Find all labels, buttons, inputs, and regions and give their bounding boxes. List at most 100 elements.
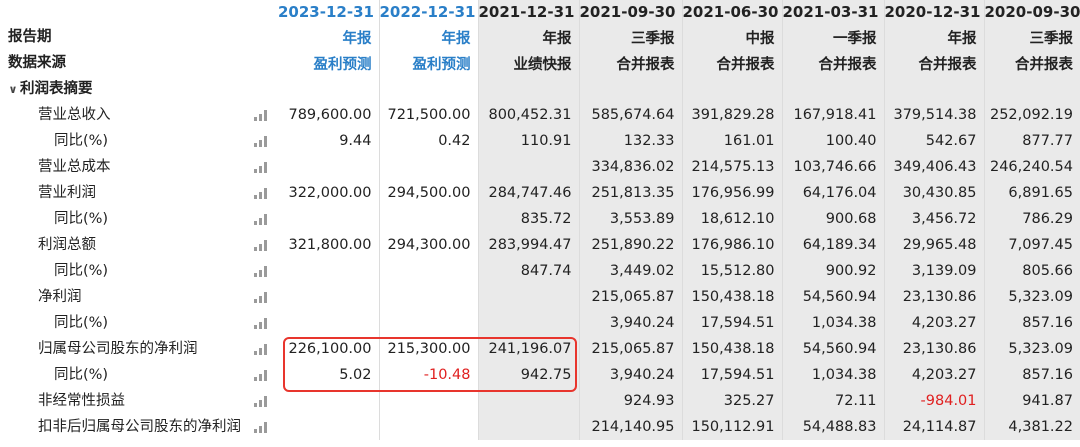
data-source-cell: 合并报表 <box>682 50 783 76</box>
value-cell: 64,176.04 <box>782 180 885 206</box>
value-cell: 100.40 <box>782 128 885 154</box>
value-cell: 7,097.45 <box>984 232 1080 258</box>
bar-chart-icon[interactable] <box>254 240 267 251</box>
row-label: 营业总收入 <box>38 107 111 123</box>
bar-chart-icon[interactable] <box>254 344 267 355</box>
bar-chart-icon[interactable] <box>254 318 267 329</box>
value-cell: 3,449.02 <box>579 258 683 284</box>
table-row: 扣非后归属母公司股东的净利润 214,140.95 150,112.91 54,488… <box>0 414 1080 440</box>
value-cell: 251,890.22 <box>579 232 683 258</box>
chevron-down-icon[interactable]: ∨ <box>8 83 18 96</box>
value-cell: 215,065.87 <box>579 284 683 310</box>
value-cell: 54,560.94 <box>782 336 885 362</box>
value-cell: 294,500.00 <box>379 180 479 206</box>
table-row: 营业利润 322,000.00 294,500.00 284,747.46 251,81… <box>0 180 1080 206</box>
value-cell: 835.72 <box>478 206 580 232</box>
data-source-cell: 合并报表 <box>984 50 1080 76</box>
row-label: 同比(%) <box>54 367 109 383</box>
value-cell: 6,891.65 <box>984 180 1080 206</box>
value-cell: 942.75 <box>478 362 580 388</box>
value-cell: 252,092.19 <box>984 102 1080 128</box>
table-row: 同比(%) 5.02 -10.48 942.75 3,940.24 17,594.51 1,… <box>0 362 1080 388</box>
header-row-dates: 2023-12-31 2022-12-31 2021-12-31 2021-09-30… <box>0 0 1080 24</box>
table-row: 同比(%) 835.72 3,553.89 18,612.10 900.68 3,456.… <box>0 206 1080 232</box>
value-cell: 4,203.27 <box>884 362 985 388</box>
value-cell: 18,612.10 <box>682 206 783 232</box>
value-cell: 349,406.43 <box>884 154 985 180</box>
bar-chart-icon[interactable] <box>254 292 267 303</box>
table-row: 净利润 215,065.87 150,438.18 54,560.94 23,130.8… <box>0 284 1080 310</box>
row-12-label-cell: 扣非后归属母公司股东的净利润 <box>0 414 278 440</box>
report-type-cell: 中报 <box>682 24 783 50</box>
header-row-type: 报告期 年报 年报 年报 三季报 中报 一季报 年报 三季报 <box>0 24 1080 50</box>
row-9-label-cell: 归属母公司股东的净利润 <box>0 336 278 362</box>
row-label: 同比(%) <box>54 133 109 149</box>
row-label: 净利润 <box>38 289 82 305</box>
value-cell: 72.11 <box>782 388 885 414</box>
bar-chart-icon[interactable] <box>254 214 267 225</box>
bar-chart-icon[interactable] <box>254 370 267 381</box>
row-2-label-cell: 营业总成本 <box>0 154 278 180</box>
period-date-header[interactable]: 2020-12-31 <box>884 0 985 24</box>
bar-chart-icon[interactable] <box>254 110 267 121</box>
value-cell: 542.67 <box>884 128 985 154</box>
value-cell: 0.42 <box>379 128 479 154</box>
period-label-cell: 报告期 <box>0 24 278 50</box>
table-row: 非经常性损益 924.93 325.27 72.11 -984.01 941.87 <box>0 388 1080 414</box>
row-label: 利润总额 <box>38 237 96 253</box>
row-label: 同比(%) <box>54 211 109 227</box>
section-empty-cell <box>379 76 479 102</box>
value-cell: 5,323.09 <box>984 284 1080 310</box>
header-corner-label-cell <box>0 0 278 24</box>
value-cell: 214,140.95 <box>579 414 683 440</box>
value-cell <box>379 388 479 414</box>
value-cell: 251,813.35 <box>579 180 683 206</box>
period-date-header[interactable]: 2021-06-30 <box>682 0 783 24</box>
value-cell: -984.01 <box>884 388 985 414</box>
table-row: 同比(%) 3,940.24 17,594.51 1,034.38 4,203.27 85… <box>0 310 1080 336</box>
value-cell <box>379 206 479 232</box>
value-cell <box>379 154 479 180</box>
value-cell: 246,240.54 <box>984 154 1080 180</box>
value-cell: 5.02 <box>278 362 380 388</box>
section-row[interactable]: ∨ 利润表摘要 <box>0 76 1080 102</box>
value-cell: 585,674.64 <box>579 102 683 128</box>
value-cell <box>478 414 580 440</box>
report-type-cell: 三季报 <box>579 24 683 50</box>
report-type-cell: 年报 <box>379 24 479 50</box>
value-cell: 3,553.89 <box>579 206 683 232</box>
period-date-header[interactable]: 2022-12-31 <box>379 0 479 24</box>
bar-chart-icon[interactable] <box>254 266 267 277</box>
section-empty-cell <box>682 76 783 102</box>
period-date-header[interactable]: 2020-09-30 <box>984 0 1080 24</box>
row-label: 同比(%) <box>54 315 109 331</box>
value-cell <box>278 388 380 414</box>
value-cell: 161.01 <box>682 128 783 154</box>
section-toggle[interactable]: ∨ 利润表摘要 <box>6 76 93 102</box>
bar-chart-icon[interactable] <box>254 188 267 199</box>
value-cell: 721,500.00 <box>379 102 479 128</box>
period-date-header[interactable]: 2023-12-31 <box>278 0 380 24</box>
bar-chart-icon[interactable] <box>254 422 267 433</box>
value-cell: 334,836.02 <box>579 154 683 180</box>
period-date-header[interactable]: 2021-03-31 <box>782 0 885 24</box>
value-cell <box>478 154 580 180</box>
row-5-label-cell: 利润总额 <box>0 232 278 258</box>
value-cell: 325.27 <box>682 388 783 414</box>
value-cell <box>379 414 479 440</box>
value-cell: 5,323.09 <box>984 336 1080 362</box>
section-empty-cell <box>478 76 580 102</box>
bar-chart-icon[interactable] <box>254 136 267 147</box>
bar-chart-icon[interactable] <box>254 396 267 407</box>
section-empty-cell <box>579 76 683 102</box>
value-cell: 941.87 <box>984 388 1080 414</box>
row-1-label-cell: 同比(%) <box>0 128 278 154</box>
value-cell: 805.66 <box>984 258 1080 284</box>
table-row: 营业总成本 334,836.02 214,575.13 103,746.66 349,4… <box>0 154 1080 180</box>
period-date-header[interactable]: 2021-12-31 <box>478 0 580 24</box>
table-row: 利润总额 321,800.00 294,300.00 283,994.47 251,89… <box>0 232 1080 258</box>
value-cell: 29,965.48 <box>884 232 985 258</box>
bar-chart-icon[interactable] <box>254 162 267 173</box>
value-cell: 150,112.91 <box>682 414 783 440</box>
period-date-header[interactable]: 2021-09-30 <box>579 0 683 24</box>
